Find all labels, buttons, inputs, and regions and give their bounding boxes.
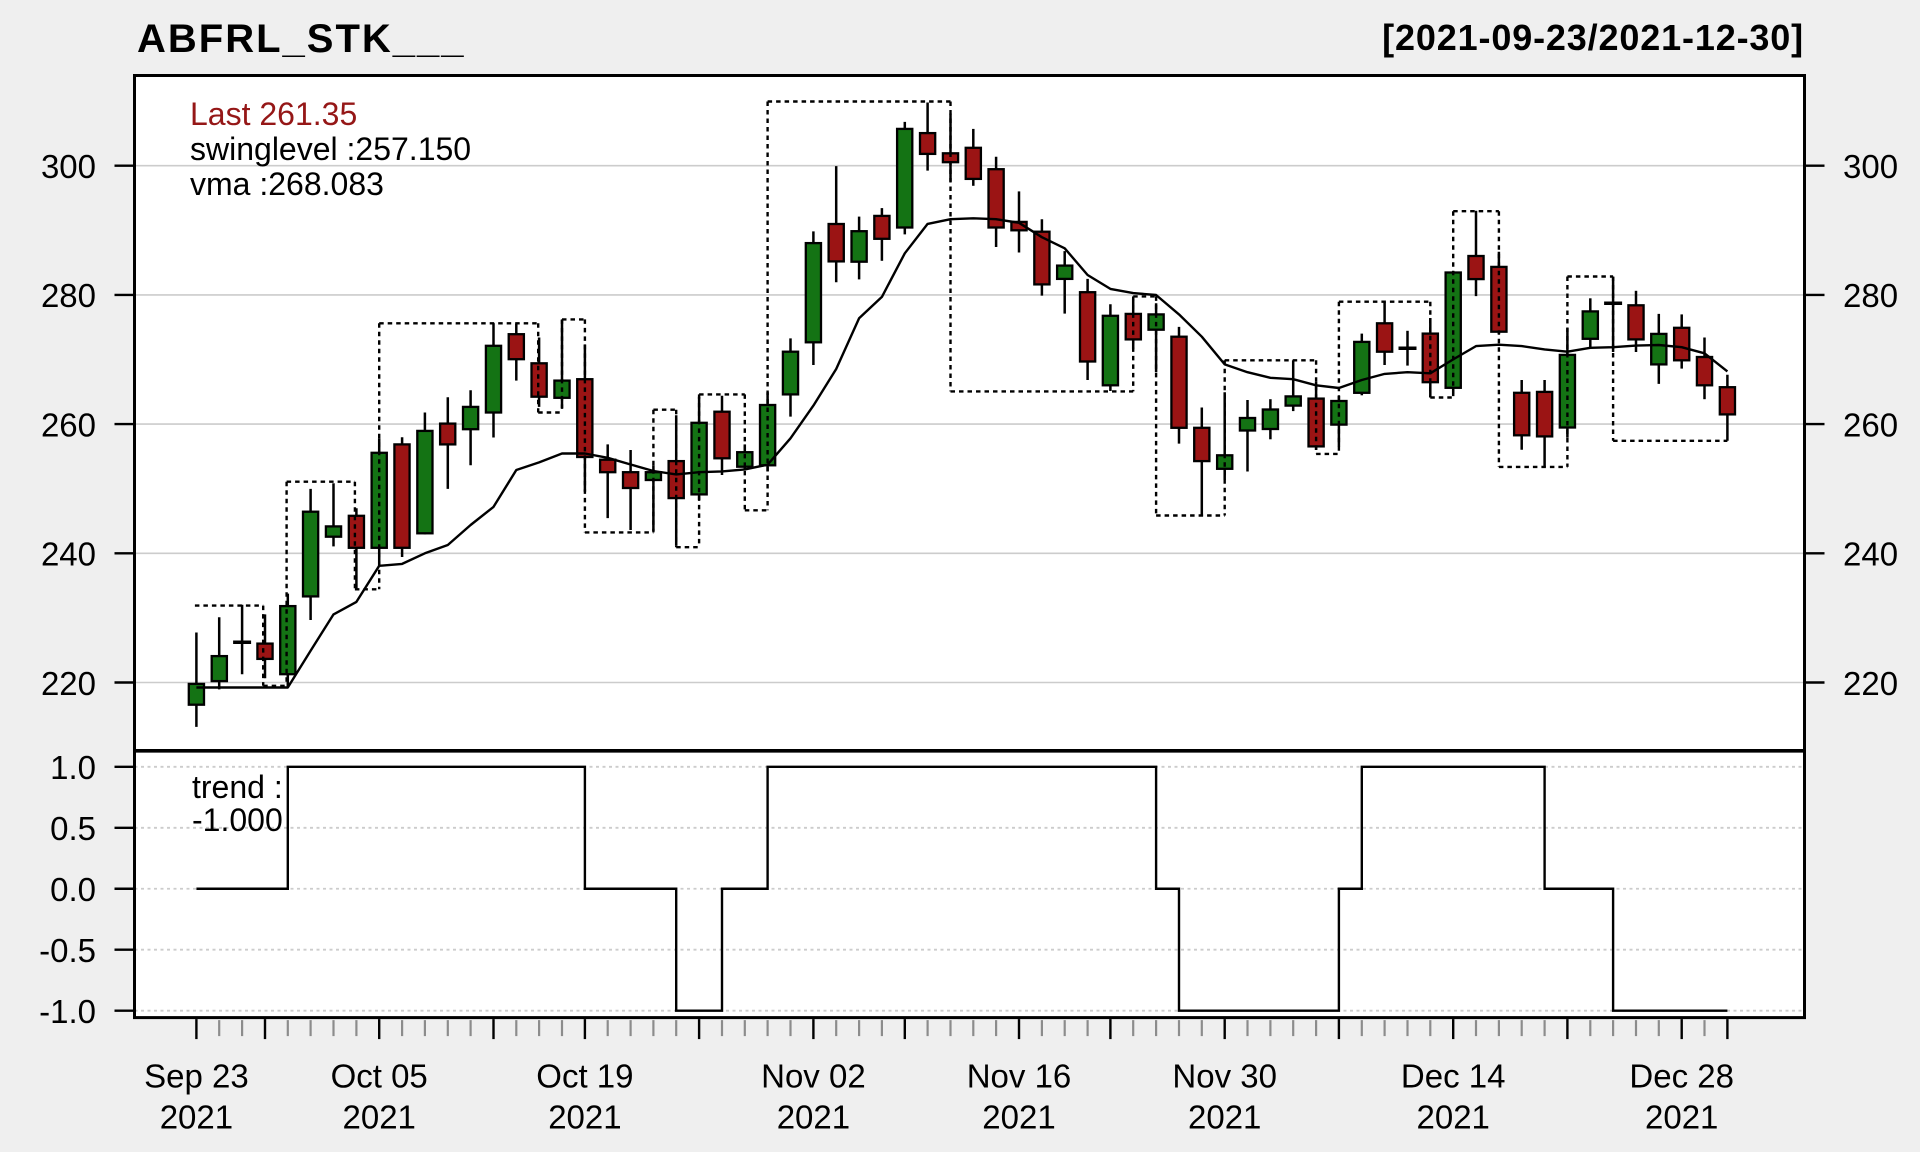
svg-text:Dec 28: Dec 28	[1629, 1058, 1734, 1095]
svg-text:Nov 30: Nov 30	[1172, 1058, 1277, 1095]
svg-text:Sep 23: Sep 23	[144, 1058, 249, 1095]
svg-text:Oct 19: Oct 19	[536, 1058, 633, 1095]
svg-text:0.5: 0.5	[50, 810, 96, 847]
svg-text:-0.5: -0.5	[39, 932, 96, 969]
svg-text:vma :268.083: vma :268.083	[190, 166, 384, 202]
svg-text:Last 261.35: Last 261.35	[190, 96, 357, 132]
svg-text:2021: 2021	[548, 1098, 621, 1135]
svg-text:240: 240	[1843, 536, 1898, 573]
svg-text:ABFRL_STK___: ABFRL_STK___	[137, 17, 466, 61]
svg-text:280: 280	[41, 277, 96, 314]
svg-text:2021: 2021	[160, 1098, 233, 1135]
svg-text:-1.000: -1.000	[192, 802, 283, 838]
svg-text:0.0: 0.0	[50, 871, 96, 908]
svg-text:260: 260	[41, 406, 96, 443]
svg-text:260: 260	[1843, 406, 1898, 443]
svg-text:280: 280	[1843, 277, 1898, 314]
svg-text:trend :: trend :	[192, 769, 283, 805]
svg-text:2021: 2021	[777, 1098, 850, 1135]
svg-text:220: 220	[1843, 665, 1898, 702]
svg-text:Nov 02: Nov 02	[761, 1058, 866, 1095]
svg-text:220: 220	[41, 665, 96, 702]
svg-text:swinglevel :257.150: swinglevel :257.150	[190, 131, 471, 167]
svg-text:[2021-09-23/2021-12-30]: [2021-09-23/2021-12-30]	[1382, 17, 1804, 58]
svg-text:2021: 2021	[1645, 1098, 1718, 1135]
svg-text:Dec 14: Dec 14	[1401, 1058, 1506, 1095]
svg-text:2021: 2021	[982, 1098, 1055, 1135]
svg-text:2021: 2021	[1416, 1098, 1489, 1135]
svg-text:300: 300	[41, 148, 96, 185]
svg-text:2021: 2021	[1188, 1098, 1261, 1135]
svg-text:-1.0: -1.0	[39, 993, 96, 1030]
svg-text:1.0: 1.0	[50, 749, 96, 786]
svg-text:Oct 05: Oct 05	[331, 1058, 428, 1095]
svg-text:2021: 2021	[342, 1098, 415, 1135]
svg-text:240: 240	[41, 536, 96, 573]
svg-text:Nov 16: Nov 16	[967, 1058, 1072, 1095]
svg-text:300: 300	[1843, 148, 1898, 185]
